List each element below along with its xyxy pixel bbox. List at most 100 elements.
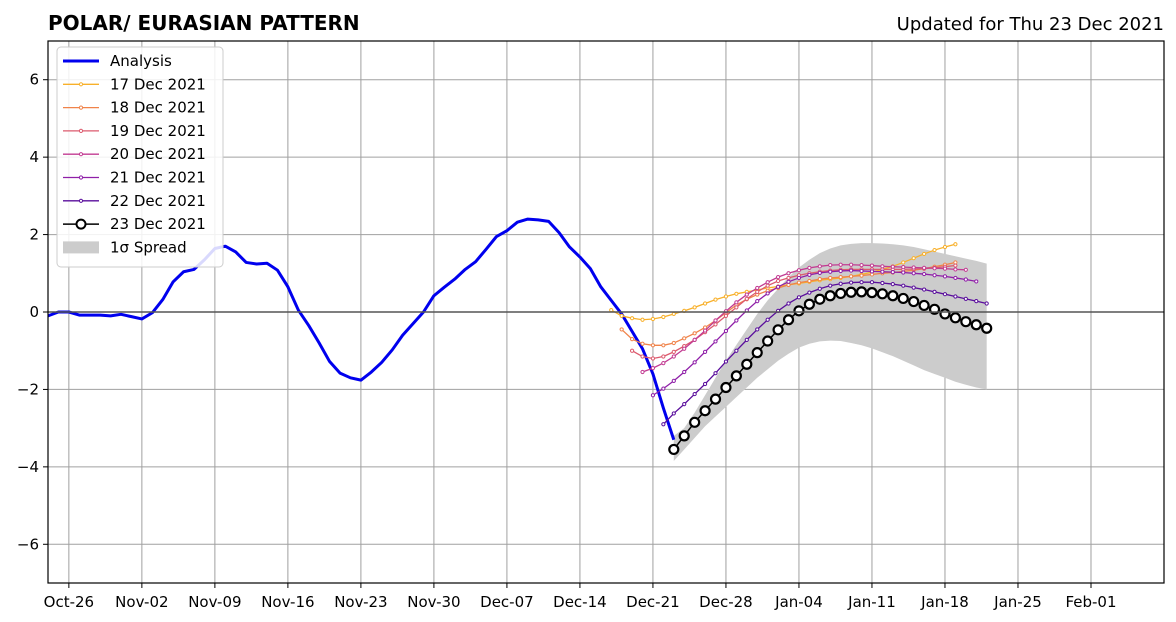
forecast-point — [901, 283, 906, 288]
forecast-point — [849, 268, 854, 273]
forecast-point — [932, 247, 937, 253]
forecast-point — [953, 267, 958, 272]
forecast-line — [610, 243, 956, 321]
forecast-point — [755, 327, 760, 332]
forecast-point — [741, 358, 753, 370]
forecast-point — [765, 280, 770, 285]
forecast-point — [859, 263, 864, 268]
forecast-point — [682, 336, 687, 341]
x-tick-label: Oct-26 — [44, 593, 94, 611]
forecast-point — [859, 280, 864, 285]
forecast-point — [953, 275, 958, 281]
forecast-point — [678, 430, 690, 442]
legend-label: 19 Dec 2021 — [110, 122, 206, 140]
forecast-point — [942, 244, 948, 250]
forecast-point — [744, 337, 749, 342]
forecast-point — [661, 422, 666, 427]
y-tick-label: −2 — [17, 380, 39, 398]
forecast-point — [849, 262, 854, 267]
forecast-point — [619, 313, 624, 318]
forecast-point — [755, 285, 760, 291]
forecast-point — [629, 316, 635, 321]
forecast-point — [671, 411, 676, 416]
forecast-point — [817, 270, 822, 275]
legend-marker — [78, 175, 84, 180]
legend-label: 23 Dec 2021 — [110, 215, 206, 233]
forecast-point — [650, 343, 656, 348]
y-tick-label: 2 — [29, 226, 39, 244]
forecast-point — [911, 285, 916, 290]
forecast-point — [828, 283, 833, 288]
forecast-point — [922, 271, 927, 277]
forecast-point — [901, 264, 906, 270]
forecast-point — [932, 266, 937, 271]
y-tick-label: −4 — [17, 458, 39, 476]
forecast-point — [640, 369, 645, 375]
forecast-point — [730, 370, 742, 382]
legend-item: 19 Dec 2021 — [63, 122, 206, 140]
forecast-point — [786, 271, 791, 276]
forecast-point — [807, 278, 812, 284]
forecast-point — [786, 275, 791, 281]
x-tick-label: Nov-16 — [261, 593, 314, 611]
forecast-point — [922, 287, 927, 292]
forecast-point — [807, 290, 812, 295]
forecast-point — [765, 317, 770, 322]
legend-label: 21 Dec 2021 — [110, 169, 206, 187]
forecast-series — [640, 262, 968, 375]
x-tick-label: Dec-21 — [626, 593, 680, 611]
forecast-point — [897, 292, 909, 305]
forecast-point — [744, 296, 749, 301]
forecast-point — [709, 393, 722, 405]
legend: Analysis 17 Dec 2021 18 Dec 2021 19 Dec 202… — [56, 46, 224, 268]
forecast-point — [817, 264, 822, 269]
forecast-point — [814, 293, 826, 305]
x-tick-label: Jan-04 — [774, 593, 823, 611]
forecast-point — [890, 264, 895, 269]
forecast-point — [692, 305, 697, 310]
forecast-point — [796, 295, 802, 300]
legend-marker — [75, 218, 87, 230]
forecast-point — [866, 287, 878, 299]
forecast-point — [942, 292, 948, 297]
legend-item: 1σ Spread — [63, 238, 187, 256]
forecast-point — [782, 314, 795, 326]
forecast-point — [807, 265, 812, 270]
forecast-point — [890, 270, 895, 275]
forecast-point — [671, 340, 676, 346]
legend-marker — [78, 152, 84, 157]
legend-label: Analysis — [110, 52, 172, 70]
forecast-point — [880, 280, 885, 286]
forecast-point — [671, 354, 676, 359]
legend-box — [56, 46, 224, 268]
forecast-point — [942, 274, 948, 279]
forecast-point — [609, 307, 614, 313]
x-tick-label: Nov-09 — [188, 593, 241, 611]
forecast-point — [876, 288, 888, 300]
x-tick-label: Feb-01 — [1065, 593, 1116, 611]
forecast-point — [828, 269, 833, 274]
forecast-point — [723, 313, 729, 318]
forecast-point — [661, 314, 666, 320]
forecast-point — [824, 290, 836, 302]
forecast-point — [723, 328, 729, 334]
forecast-point — [869, 280, 875, 285]
forecast-point — [922, 265, 927, 270]
forecast-point — [640, 354, 645, 359]
forecast-point — [869, 263, 875, 268]
forecast-point — [981, 322, 993, 334]
forecast-point — [734, 305, 739, 310]
forecast-point — [890, 282, 895, 287]
forecast-point — [629, 337, 635, 342]
legend-marker — [78, 82, 84, 87]
x-tick-label: Dec-07 — [480, 593, 534, 611]
forecast-series — [650, 268, 979, 398]
forecast-point — [699, 405, 711, 417]
forecast-point — [901, 270, 906, 275]
forecast-point — [650, 316, 656, 322]
forecast-point — [880, 264, 885, 269]
forecast-point — [960, 316, 972, 328]
forecast-point — [939, 308, 951, 320]
forecast-point — [838, 275, 843, 280]
forecast-point — [619, 327, 624, 332]
